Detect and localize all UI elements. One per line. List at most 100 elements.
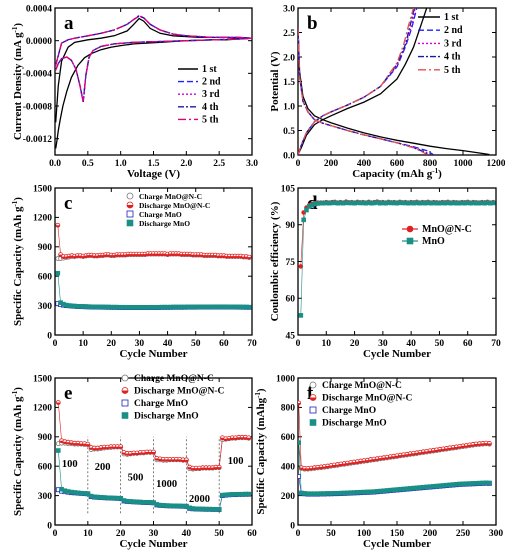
- x-tick-label: 0.5: [82, 159, 94, 169]
- y-tick-label: 900: [38, 433, 53, 443]
- data-point-fill: [395, 455, 399, 458]
- y-axis-label-sup: -1: [11, 200, 19, 206]
- x-tick-label: 10: [78, 339, 88, 349]
- data-point: [126, 192, 134, 200]
- data-point-fill: [118, 446, 123, 449]
- legend-label: 1 st: [202, 64, 217, 75]
- data-point-fill: [319, 466, 324, 469]
- legend: Charge MnO@N-C Discharge MnO@N-C Charge Mn…: [121, 374, 225, 422]
- data-point-fill: [447, 447, 452, 450]
- y-tick-label: -0.0008: [23, 102, 53, 112]
- x-tick-label: 10: [83, 529, 93, 539]
- legend-label: 4 th: [444, 52, 461, 63]
- y-tick-label: 400: [281, 463, 296, 473]
- series-4: [298, 8, 428, 155]
- x-tick-label: 800: [423, 159, 438, 169]
- data-point: [298, 474, 302, 479]
- panel-letter: e: [64, 383, 72, 404]
- data-point-fill: [95, 448, 100, 451]
- legend: Charge MnO@N-C Discharge MnO@N-C Charge Mn…: [309, 381, 413, 429]
- series-1: [298, 400, 492, 471]
- plot-area: [298, 199, 496, 318]
- y-tick-label: 0: [47, 521, 52, 531]
- y-axis-label: Current Density (mA g-1): [11, 23, 24, 141]
- x-axis-label-main: Capacity (mAh g: [352, 168, 433, 180]
- y-axis-label: Specific Capacity (mAhg-1): [254, 388, 267, 515]
- data-point-fill: [197, 468, 202, 471]
- discharge-curve: [298, 27, 429, 155]
- data-point-fill: [141, 452, 146, 455]
- y-tick-label: 0.5: [283, 127, 295, 137]
- y-tick-label: 1500: [33, 184, 52, 194]
- y-tick-label: 800: [281, 404, 296, 414]
- series-1: [55, 400, 252, 471]
- x-tick-label: 40: [163, 339, 173, 349]
- data-point-fill: [305, 468, 310, 471]
- chart-panel-f: 0 50 100 150 200 250 300 0 200 400 600 800 1000 Cycle…: [254, 374, 503, 550]
- data-point-fill: [233, 437, 238, 440]
- data-point-fill: [105, 447, 110, 450]
- y-tick-label: 1500: [33, 374, 52, 384]
- y-tick-label: 60: [286, 295, 296, 305]
- data-point-fill: [329, 465, 333, 468]
- data-point: [490, 200, 496, 206]
- y-tick-label: -0.0004: [23, 70, 53, 80]
- data-point-fill: [217, 467, 222, 470]
- legend-label: MnO: [422, 236, 445, 247]
- panel-letter: a: [64, 13, 74, 34]
- series-3: [298, 440, 492, 496]
- x-tick-label: 60: [219, 339, 229, 349]
- y-tick-label: 1.5: [283, 78, 295, 88]
- rate-label: 1000: [156, 479, 177, 490]
- data-point: [406, 225, 414, 233]
- x-tick-label: 20: [107, 339, 117, 349]
- y-tick-label: 0: [290, 521, 295, 531]
- x-tick-label: 0.0: [49, 159, 61, 169]
- y-tick-label: 300: [38, 302, 53, 312]
- data-point-fill: [342, 463, 347, 466]
- rate-label: 100: [62, 459, 78, 470]
- legend-label: Discharge MnO@N-C: [139, 201, 210, 210]
- x-tick-label: 1.0: [115, 159, 127, 169]
- series-3: [55, 448, 252, 512]
- legend-label: Charge MnO: [139, 210, 182, 219]
- y-tick-label: 900: [38, 243, 53, 253]
- y-tick-label: 0: [47, 331, 52, 341]
- legend-label: 4 th: [202, 102, 219, 113]
- data-point-fill: [375, 458, 380, 461]
- x-tick-label: 30: [378, 339, 388, 349]
- y-tick-label: 0.0000: [26, 37, 52, 47]
- y-axis-label-main: Specific Capacity (mAh g: [12, 396, 24, 516]
- data-point-fill: [298, 402, 301, 405]
- data-point-fill: [461, 445, 465, 448]
- series-1: [298, 200, 496, 318]
- data-point-fill: [431, 450, 436, 453]
- data-point-fill: [408, 453, 413, 456]
- y-tick-label: 45: [286, 331, 296, 341]
- data-point-fill: [391, 456, 396, 459]
- data-point-fill: [309, 468, 314, 471]
- y-axis-label-end: ): [12, 197, 24, 201]
- x-tick-label: 30: [135, 339, 145, 349]
- data-point: [309, 406, 317, 414]
- data-point-fill: [371, 459, 376, 462]
- data-point-fill: [477, 443, 482, 446]
- data-point-fill: [418, 452, 423, 455]
- data-point: [406, 237, 414, 245]
- plot-area: [298, 8, 490, 155]
- y-tick-label: 1200: [33, 214, 52, 224]
- charge-curve: [298, 8, 428, 155]
- data-point-fill: [128, 453, 133, 456]
- plot-frame: [297, 187, 497, 336]
- data-point-fill: [345, 463, 350, 466]
- y-axis-label: Specific Capacity (mAh g-1): [11, 387, 24, 516]
- plot-area: [298, 400, 492, 497]
- data-point-fill: [464, 445, 469, 448]
- x-axis-label: Capacity (mAh g-1): [352, 167, 442, 180]
- data-point: [309, 381, 317, 389]
- data-point: [298, 313, 304, 318]
- y-axis-label: Coulombic efficiency (%): [269, 201, 281, 321]
- legend: 1 st 2 nd3 rd 4 th5 th: [178, 64, 221, 125]
- y-tick-label: 600: [38, 273, 53, 283]
- legend-label: 5 th: [202, 114, 219, 125]
